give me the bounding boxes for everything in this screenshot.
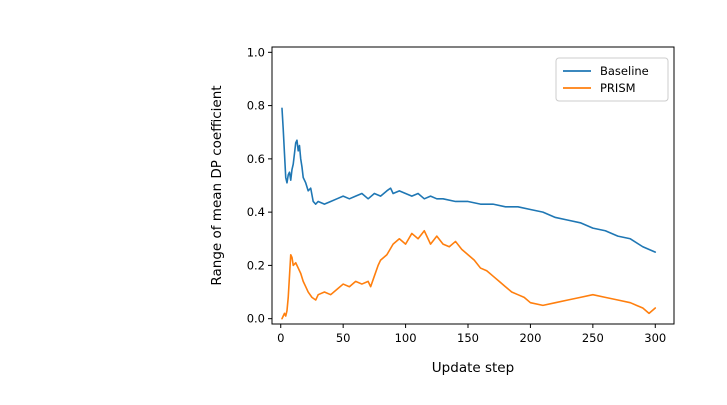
legend: Baseline PRISM bbox=[555, 57, 669, 102]
y-tick-label: 0.6 bbox=[247, 152, 265, 166]
y-tick-label: 0.4 bbox=[247, 205, 265, 219]
axes-frame bbox=[271, 46, 675, 325]
y-axis-ticks: 0.0 0.2 0.4 0.6 0.8 1.0 bbox=[247, 45, 272, 326]
y-tick-label: 0.0 bbox=[247, 312, 265, 326]
x-tick-label: 150 bbox=[457, 331, 479, 345]
x-tick-label: 50 bbox=[336, 331, 351, 345]
x-tick-label: 300 bbox=[644, 331, 666, 345]
x-tick-label: 0 bbox=[277, 331, 284, 345]
y-tick-label: 1.0 bbox=[247, 45, 265, 59]
series-layer bbox=[281, 107, 657, 320]
series-line-prism bbox=[281, 229, 657, 320]
legend-label-prism: PRISM bbox=[600, 81, 636, 95]
legend-box bbox=[555, 57, 669, 102]
x-axis-ticks: 0 50 100 150 200 250 300 bbox=[277, 324, 666, 345]
y-tick-label: 0.2 bbox=[247, 258, 265, 272]
y-axis-label: Range of mean DP coefficient bbox=[209, 85, 225, 285]
y-tick-label: 0.8 bbox=[247, 99, 265, 113]
x-axis-label: Update step bbox=[432, 360, 514, 376]
plot-area bbox=[271, 46, 675, 325]
x-tick-label: 200 bbox=[519, 331, 541, 345]
series-line-baseline bbox=[281, 107, 657, 253]
x-tick-label: 100 bbox=[395, 331, 417, 345]
x-tick-label: 250 bbox=[582, 331, 604, 345]
legend-label-baseline: Baseline bbox=[600, 64, 649, 78]
